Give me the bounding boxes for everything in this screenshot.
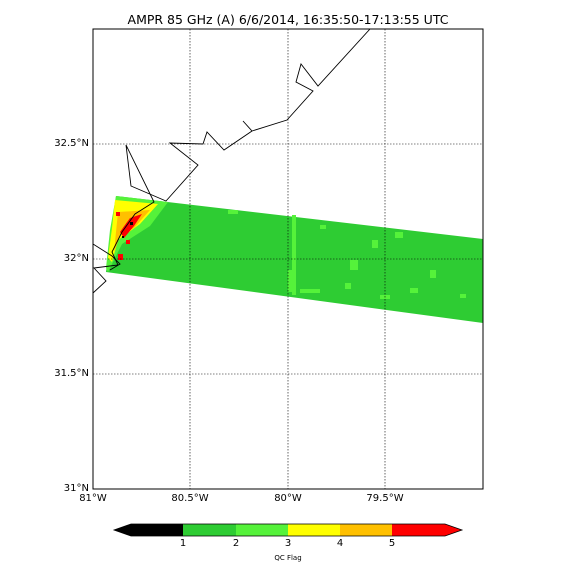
colorbar-tick-2: 2 — [232, 538, 240, 549]
swath-coast-flag0 — [122, 222, 133, 238]
map-title: AMPR 85 GHz (A) 6/6/2014, 16:35:50-17:13… — [127, 12, 449, 27]
lat-label-31: 31°N — [63, 483, 89, 494]
colorbar — [112, 523, 464, 537]
lon-label-81: 81°W — [79, 493, 107, 504]
swath-coast-flag4 — [114, 210, 150, 252]
colorbar-tick-5: 5 — [388, 538, 396, 549]
colorbar-label: QC Flag — [274, 554, 302, 562]
lat-label-32-5: 32.5°N — [54, 138, 89, 149]
colorbar-tick-1: 1 — [179, 538, 187, 549]
colorbar-tick-4: 4 — [336, 538, 344, 549]
map-frame — [92, 28, 484, 490]
lon-label-79-5: 79.5°W — [366, 493, 404, 504]
colorbar-tick-3: 3 — [284, 538, 292, 549]
lat-label-32: 32°N — [63, 253, 89, 264]
lon-label-80: 80°W — [274, 493, 302, 504]
lat-label-31-5: 31.5°N — [54, 368, 89, 379]
coastline — [93, 29, 371, 294]
swath-coast-flag5 — [116, 212, 142, 260]
lon-label-80-5: 80.5°W — [171, 493, 209, 504]
graticule — [93, 29, 483, 489]
colorbar-extend-right — [445, 524, 462, 536]
coastline-inlet — [93, 243, 121, 271]
swath-flag2-patches — [228, 210, 466, 299]
colorbar-extend-left — [114, 524, 131, 536]
